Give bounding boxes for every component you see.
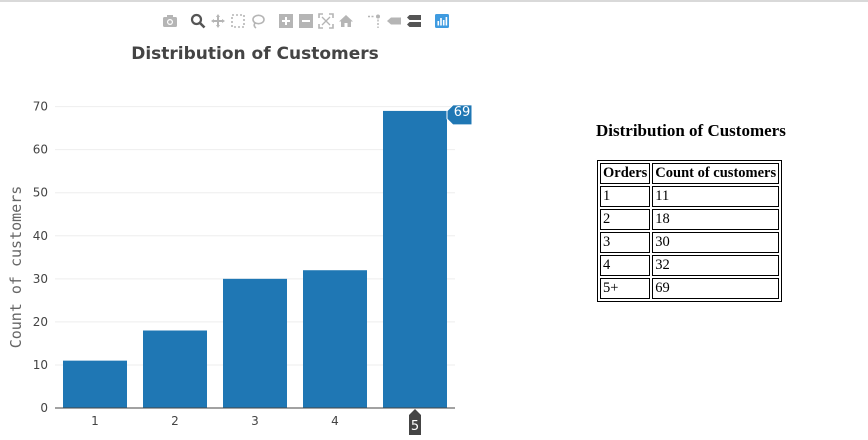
y-tick-label: 20 [33, 315, 48, 329]
table-row: 2 18 [600, 209, 780, 230]
x-tick-label: 2 [171, 414, 179, 428]
header-count: Count of customers [652, 163, 780, 184]
cell-count: 69 [652, 278, 780, 299]
cell-orders: 4 [600, 255, 651, 276]
y-tick-label: 30 [33, 272, 48, 286]
hover-closest-icon[interactable] [384, 10, 404, 32]
distribution-table: Orders Count of customers 1 11 2 18 3 30… [597, 160, 783, 302]
lasso-icon[interactable] [248, 10, 268, 32]
cell-orders: 3 [600, 232, 651, 253]
bar [303, 270, 367, 408]
hover-value-label: 69 [454, 105, 471, 120]
table-row: 5+ 69 [600, 278, 780, 299]
table-title: Distribution of Customers [596, 121, 786, 140]
x-tick-label: 3 [251, 414, 259, 428]
camera-icon[interactable] [160, 10, 180, 32]
cell-orders: 5+ [600, 278, 651, 299]
bar-chart: Distribution of Customers 0 10 20 30 40 50 60 70… [7, 44, 473, 435]
chart-title: Distribution of Customers [131, 44, 379, 64]
pan-icon[interactable] [208, 10, 228, 32]
hover-category-box [409, 409, 421, 435]
y-axis-title: Count of customers [7, 186, 25, 349]
bar-chart-svg: Distribution of Customers 0 10 20 30 40 50 60 70… [7, 44, 473, 435]
cell-count: 30 [652, 232, 780, 253]
y-tick-label: 70 [33, 100, 48, 114]
box-select-icon[interactable] [228, 10, 248, 32]
y-tick-label: 0 [40, 401, 48, 415]
table-row: 1 11 [600, 186, 780, 207]
bar [143, 330, 207, 408]
table-row: 3 30 [600, 232, 780, 253]
plotly-logo-icon[interactable] [432, 10, 452, 32]
cell-count: 18 [652, 209, 780, 230]
table-row: 4 32 [600, 255, 780, 276]
bar [223, 278, 287, 408]
modebar [160, 10, 452, 32]
y-tick-label: 60 [33, 143, 48, 157]
top-border [0, 0, 868, 2]
x-tick-label: 4 [331, 414, 339, 428]
table-header-row: Orders Count of customers [600, 163, 780, 184]
hover-category-label: 5 [411, 419, 419, 434]
autoscale-icon[interactable] [316, 10, 336, 32]
home-icon[interactable] [336, 10, 356, 32]
hover-value-box [446, 104, 473, 126]
x-tick-label: 1 [91, 414, 99, 428]
y-tick-label: 40 [33, 229, 48, 243]
y-tick-label: 50 [33, 186, 48, 200]
y-tick-label: 10 [33, 358, 48, 372]
cell-count: 11 [652, 186, 780, 207]
cell-orders: 2 [600, 209, 651, 230]
header-orders: Orders [600, 163, 651, 184]
bar [63, 360, 127, 408]
hover-compare-icon[interactable] [404, 10, 424, 32]
zoom-in-icon[interactable] [276, 10, 296, 32]
zoom-out-icon[interactable] [296, 10, 316, 32]
bar [383, 110, 447, 409]
zoom-icon[interactable] [188, 10, 208, 32]
cell-orders: 1 [600, 186, 651, 207]
spike-lines-icon[interactable] [364, 10, 384, 32]
cell-count: 32 [652, 255, 780, 276]
